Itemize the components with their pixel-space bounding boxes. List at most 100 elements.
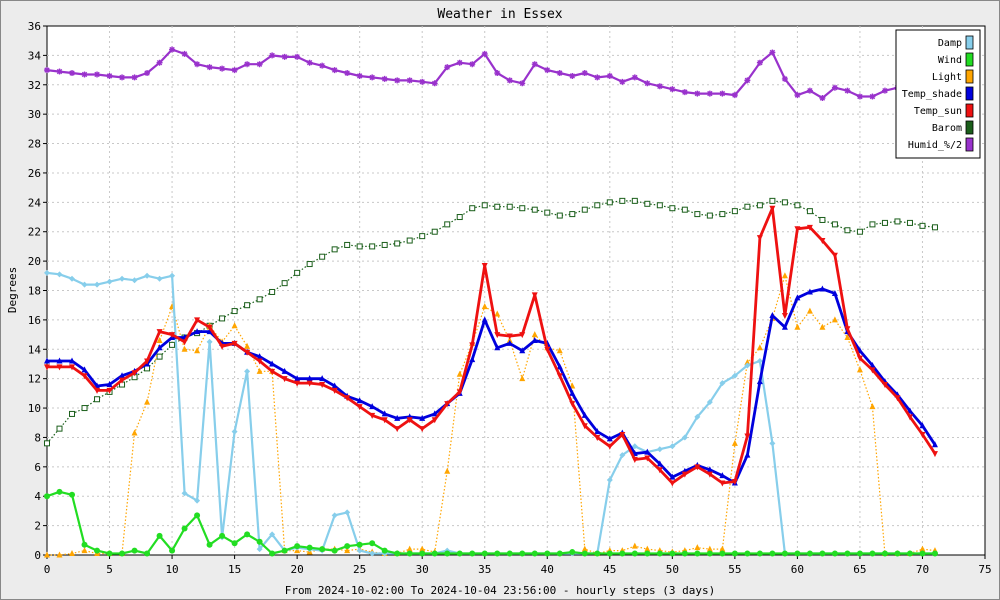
data-point-damp	[194, 497, 201, 504]
data-point-barom	[44, 440, 50, 447]
data-point-damp	[206, 338, 213, 345]
data-point-humid-2	[269, 52, 276, 59]
data-point-temp-shade	[756, 378, 763, 385]
data-point-barom	[481, 202, 488, 209]
data-point-humid-2	[356, 72, 363, 79]
data-point-damp	[356, 547, 363, 554]
data-point-temp-sun	[606, 443, 613, 450]
data-point-temp-shade	[469, 356, 476, 363]
y-tick-label: 20	[28, 255, 41, 268]
data-point-light	[806, 307, 813, 314]
data-point-wind	[731, 550, 738, 557]
data-point-barom	[594, 202, 601, 209]
data-point-temp-sun	[294, 380, 301, 387]
data-point-damp	[144, 272, 151, 279]
data-point-wind	[269, 550, 276, 557]
series-line-temp-sun	[47, 206, 937, 485]
data-point-damp	[119, 275, 126, 282]
data-point-wind	[281, 547, 288, 554]
data-point-barom	[69, 410, 76, 417]
data-point-wind	[406, 550, 413, 557]
data-point-temp-sun	[519, 332, 526, 339]
data-point-damp	[231, 428, 238, 435]
data-point-wind	[931, 550, 938, 557]
data-point-barom	[719, 211, 726, 218]
data-point-temp-shade	[281, 367, 288, 374]
data-point-barom	[269, 288, 276, 295]
data-point-temp-shade	[606, 435, 613, 442]
y-tick-label: 32	[28, 79, 41, 92]
data-point-barom	[319, 253, 326, 260]
data-point-temp-shade	[869, 361, 876, 368]
data-point-temp-shade	[556, 363, 563, 370]
data-point-temp-sun	[169, 332, 176, 339]
data-point-barom	[506, 203, 513, 210]
data-point-temp-sun	[219, 343, 226, 350]
data-point-temp-sun	[656, 467, 663, 474]
data-point-barom	[494, 203, 501, 210]
data-point-light	[819, 323, 826, 330]
data-point-wind	[919, 550, 926, 557]
data-point-temp-sun	[256, 358, 263, 365]
data-point-light	[494, 310, 501, 317]
data-point-wind	[144, 550, 151, 557]
data-point-temp-sun	[431, 417, 438, 424]
x-tick-label: 10	[165, 563, 178, 576]
x-axis-label: From 2024-10-02:00 To 2024-10-04 23:56:0…	[285, 584, 715, 597]
data-point-wind	[169, 547, 176, 554]
legend-swatch	[965, 137, 974, 152]
data-point-temp-sun	[281, 376, 288, 383]
data-point-light	[256, 367, 263, 374]
data-point-temp-shade	[44, 357, 50, 364]
data-point-humid-2	[581, 70, 588, 77]
data-point-barom	[81, 405, 88, 412]
data-point-light	[344, 547, 351, 554]
data-point-temp-sun	[319, 382, 326, 389]
data-point-temp-sun	[819, 238, 826, 245]
data-point-wind	[106, 550, 113, 557]
data-point-temp-sun	[344, 395, 351, 402]
data-point-temp-sun	[106, 387, 113, 394]
series-layer	[44, 46, 938, 558]
data-point-wind	[94, 547, 101, 554]
data-point-temp-shade	[781, 323, 788, 330]
data-point-humid-2	[156, 59, 163, 66]
legend-swatch	[965, 69, 974, 84]
data-point-light	[144, 398, 151, 405]
x-tick-label: 25	[353, 563, 366, 576]
data-point-temp-sun	[156, 329, 163, 336]
x-tick-label: 5	[106, 563, 113, 576]
data-point-wind	[394, 550, 401, 557]
data-point-humid-2	[294, 53, 301, 60]
data-point-light	[844, 334, 851, 341]
data-point-humid-2	[631, 74, 638, 81]
x-tick-label: 70	[916, 563, 929, 576]
data-point-temp-sun	[144, 358, 151, 365]
data-point-wind	[156, 532, 163, 539]
data-point-barom	[919, 222, 926, 229]
data-point-temp-sun	[669, 480, 676, 487]
data-point-barom	[231, 308, 238, 315]
data-point-temp-sun	[231, 340, 238, 347]
data-point-temp-shade	[319, 375, 326, 382]
data-point-barom	[281, 280, 288, 287]
data-point-barom	[731, 208, 738, 215]
data-point-temp-shade	[119, 372, 126, 379]
data-point-light	[719, 545, 726, 552]
data-point-damp	[331, 512, 338, 519]
x-tick-label: 50	[666, 563, 679, 576]
data-point-light	[869, 403, 876, 410]
data-point-light	[406, 545, 413, 552]
data-point-barom	[606, 199, 613, 206]
data-point-humid-2	[131, 74, 138, 81]
data-point-wind	[444, 550, 451, 557]
data-point-humid-2	[106, 72, 113, 79]
x-tick-label: 55	[728, 563, 741, 576]
data-point-wind	[619, 550, 626, 557]
data-point-barom	[469, 205, 476, 212]
data-point-wind	[356, 541, 363, 548]
data-point-temp-shade	[494, 344, 501, 351]
data-point-temp-sun	[769, 205, 776, 212]
x-tick-label: 0	[44, 563, 51, 576]
data-point-wind	[244, 531, 251, 538]
